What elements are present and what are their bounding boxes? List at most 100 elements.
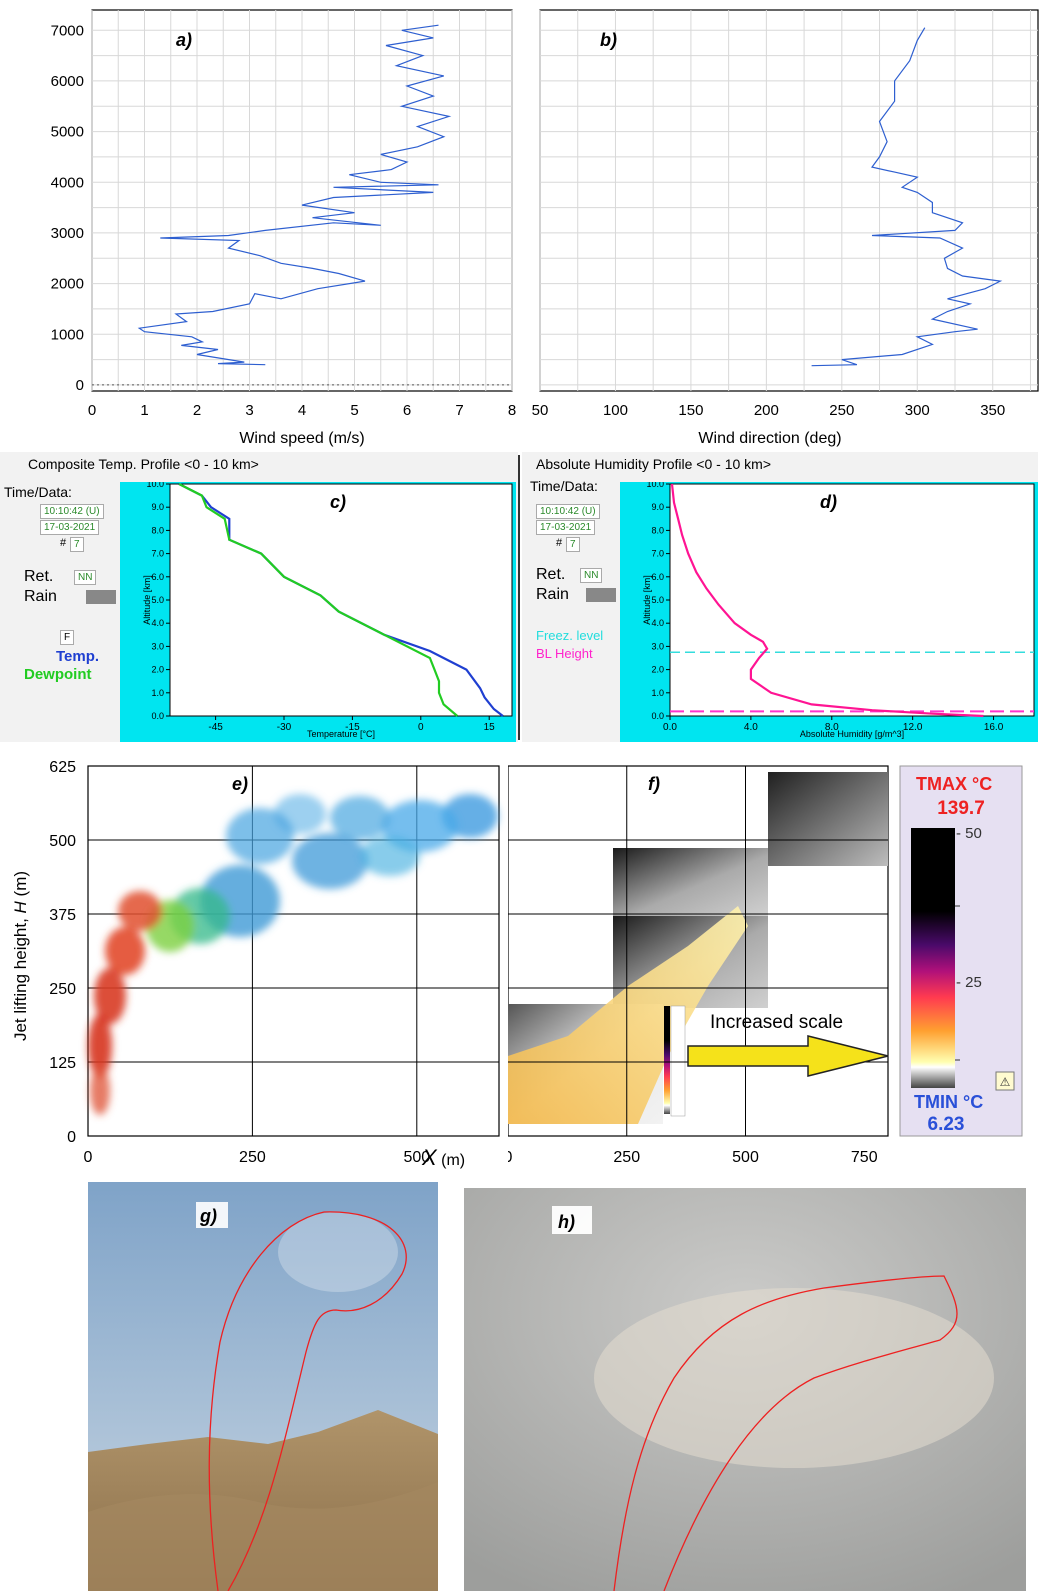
x-tick-label: -45: [208, 722, 223, 733]
y-tick-label: 2000: [51, 276, 84, 293]
x-tick-label: 15: [484, 722, 496, 733]
chart-e-xlabel: X (m): [421, 1145, 465, 1170]
x-tick-label: 50: [532, 402, 549, 419]
chart-d-title: Absolute Humidity Profile <0 - 10 km>: [536, 456, 771, 472]
photo-g: g): [88, 1182, 438, 1591]
chart-e-xlabel-unit: (m): [437, 1152, 465, 1169]
y-tick-label: 6.0: [651, 572, 664, 582]
chart-c-title: Composite Temp. Profile <0 - 10 km>: [28, 456, 259, 472]
chart-c-xlabel: Temperature [°C]: [307, 729, 375, 739]
photo-h: h): [464, 1188, 1026, 1591]
y-tick-label: 500: [49, 833, 76, 850]
warning-icon[interactable]: [995, 1071, 1015, 1091]
y-tick-label: 125: [49, 1055, 76, 1072]
x-tick-label: 8: [508, 402, 516, 419]
thermal-mini-scale-box: [670, 1005, 686, 1117]
x-tick-label: 6: [403, 402, 411, 419]
chart-c-rain-indicator: [86, 590, 116, 604]
chart-c-plot-area: [169, 483, 513, 717]
y-tick-label: 375: [49, 907, 76, 924]
chart-f-xticks: 0 250 500 750: [508, 1149, 878, 1166]
y-tick-label: 8.0: [651, 525, 664, 535]
plume-blob: [360, 836, 420, 876]
chart-b-xticks: 50 100 150 200 250 300 350: [532, 402, 1006, 419]
colorbar-tmax-value: 139.7: [937, 798, 985, 819]
chart-c-ylabel: Altitude [km]: [142, 575, 152, 625]
y-tick-label: 1.0: [651, 688, 664, 698]
y-tick-label: 3.0: [151, 641, 164, 651]
y-tick-label: 625: [49, 759, 76, 776]
x-tick-label: 16.0: [984, 722, 1004, 733]
x-tick-label: 0: [88, 402, 96, 419]
colorbar-gradient: [911, 828, 955, 1088]
colorbar-tmin-value: 6.23: [928, 1114, 965, 1135]
y-tick-label: 5.0: [651, 595, 664, 605]
y-tick-label: 7.0: [151, 549, 164, 559]
chart-f-grid: [508, 766, 888, 1136]
photo-h-plume: [594, 1288, 994, 1468]
plume-blob: [226, 808, 294, 864]
chart-d-date-field: 17-03-2021: [536, 520, 596, 535]
chart-a-yticks: 0 1000 2000 3000 4000 5000 6000 7000: [51, 22, 84, 394]
chart-c-time-label: Time/Data:: [4, 484, 72, 500]
x-tick-label: -15: [345, 722, 360, 733]
x-tick-label: 0: [508, 1149, 513, 1166]
chart-d-num-field: 7: [566, 537, 580, 552]
chart-c-xticks: -45 -30 -15 0 15: [208, 716, 495, 733]
y-tick-label: 250: [49, 981, 76, 998]
y-tick-label: 3.0: [651, 641, 664, 651]
y-tick-label: 0.0: [651, 711, 664, 721]
chart-b: 50 100 150 200 250 300 350 b) Wind direction (…: [532, 9, 1039, 447]
chart-b-panel-label: b): [600, 30, 617, 50]
x-tick-label: 2: [193, 402, 201, 419]
photo-h-plume-outline: [613, 1275, 958, 1591]
chart-d-ylabel: Altitude [km]: [642, 575, 652, 625]
chart-c-f-button[interactable]: F: [60, 630, 75, 645]
thermal-mini-colorbar: [664, 1006, 670, 1114]
y-tick-label: 10.0: [146, 482, 164, 489]
chart-d-rain-label: Rain: [536, 586, 569, 603]
photo-h-label: h): [558, 1212, 575, 1232]
chart-d-xticks: 0.0 4.0 8.0 12.0 16.0: [663, 716, 1004, 733]
x-tick-label: 250: [613, 1149, 640, 1166]
x-tick-label: 5: [350, 402, 358, 419]
thermal-plume-yellow: [508, 906, 748, 1124]
chart-d-time-field: 10:10:42 (U): [536, 504, 600, 519]
chart-a-series-line: [137, 24, 452, 366]
y-tick-label: 2.0: [651, 665, 664, 675]
chart-b-xlabel: Wind direction (deg): [698, 430, 841, 447]
x-tick-label: 0.0: [663, 722, 677, 733]
chart-a-panel-label: a): [176, 30, 192, 50]
chart-d-time-label: Time/Data:: [530, 478, 598, 494]
y-tick-label: 10.0: [646, 482, 664, 489]
x-tick-label: 4: [298, 402, 306, 419]
x-tick-label: 250: [829, 402, 854, 419]
y-tick-label: 4.0: [651, 618, 664, 628]
y-tick-label: 1000: [51, 326, 84, 343]
y-tick-label: 8.0: [151, 525, 164, 535]
chart-d-rain-indicator: [586, 588, 616, 602]
chart-c-legend-temp: Temp.: [56, 648, 100, 665]
chart-d-legend-bl: BL Height: [536, 646, 593, 661]
y-tick-label: 5000: [51, 124, 84, 141]
y-tick-label: 9.0: [151, 502, 164, 512]
chart-e-ylabel-unit: (m): [11, 871, 30, 901]
chart-c-time-field: 10:10:42 (U): [40, 504, 104, 519]
plume-blob: [88, 1014, 112, 1078]
x-tick-label: 0: [84, 1149, 93, 1166]
chart-b-grid: [539, 10, 1038, 391]
x-tick-label: -30: [277, 722, 292, 733]
chart-d-xlabel: Absolute Humidity [g/m^3]: [800, 729, 904, 739]
y-tick-label: 7.0: [651, 549, 664, 559]
x-tick-label: 500: [732, 1149, 759, 1166]
y-tick-label: 9.0: [651, 502, 664, 512]
chart-c-rain-label: Rain: [24, 588, 57, 605]
colorbar-tmax-label: TMAX °C: [916, 774, 992, 794]
chart-e-xticks: 0 250 500: [84, 1149, 431, 1166]
x-tick-label: 0: [418, 722, 424, 733]
y-tick-label: 2.0: [151, 665, 164, 675]
x-tick-label: 500: [403, 1149, 430, 1166]
photo-g-hills-shade: [88, 1482, 438, 1591]
y-tick-label: 0: [67, 1129, 76, 1146]
